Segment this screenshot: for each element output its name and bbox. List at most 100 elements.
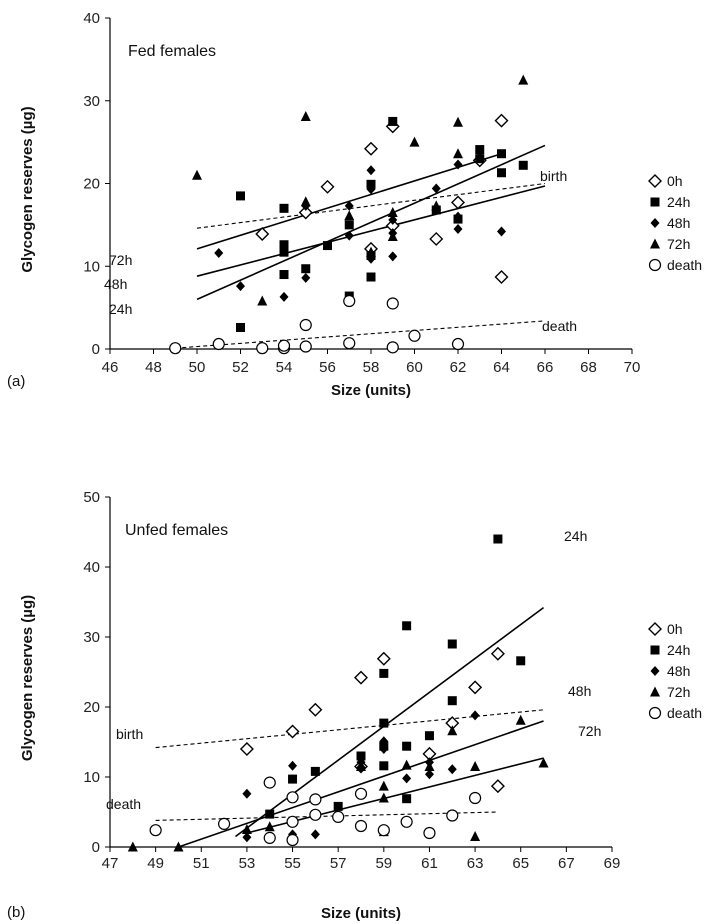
data-point-72h [344, 210, 355, 221]
data-point-48h [366, 165, 376, 176]
y-tick-label: 20 [83, 176, 100, 193]
series-24h [236, 116, 528, 332]
data-point-48h [475, 152, 485, 163]
legend-label-48h: 48h [667, 215, 690, 231]
x-tick-label: 55 [284, 855, 301, 872]
x-tick-label: 54 [276, 359, 293, 376]
y-tick-label: 40 [83, 10, 100, 27]
data-point-48h [379, 736, 389, 747]
data-point-0h [364, 141, 378, 156]
data-point-48h [379, 744, 389, 754]
series-72h [192, 74, 529, 306]
data-point-0h [490, 646, 505, 661]
data-point-death [169, 342, 182, 355]
panel-a: 0 10 20 30 40 46 48 50 52 54 56 58 60 62 64 66 68 70 Size … [7, 10, 702, 399]
panel-label: (b) [7, 904, 25, 921]
data-point-death [343, 294, 356, 308]
data-point-72h [264, 821, 275, 832]
x-tick-label: 67 [558, 855, 575, 872]
legend-marker-death [648, 706, 662, 720]
legend: 0h 24h 48h 72h death [648, 173, 702, 273]
x-tick-label: 70 [624, 359, 641, 376]
data-point-48h [497, 226, 506, 237]
x-tick-label: 46 [102, 359, 119, 376]
legend-marker-24h [650, 645, 660, 655]
data-point-24h [475, 145, 485, 155]
data-point-24h [497, 168, 506, 178]
data-point-72h [257, 295, 268, 306]
legend-label-24h: 24h [667, 642, 690, 658]
legend-marker-48h [650, 218, 660, 228]
data-point-death [286, 791, 299, 804]
legend-marker-death [648, 258, 662, 272]
data-point-24h [288, 774, 298, 784]
data-point-72h [387, 230, 398, 241]
data-point-death [451, 337, 465, 351]
data-point-death [468, 791, 482, 805]
fit-line-birth [155, 709, 544, 749]
data-point-0h [255, 226, 270, 241]
data-point-72h [424, 761, 435, 771]
data-point-death [343, 337, 356, 350]
legend-marker-72h [650, 686, 660, 697]
data-point-death [386, 297, 399, 310]
data-point-48h [402, 773, 412, 784]
data-point-0h [468, 680, 483, 695]
data-point-48h [310, 829, 320, 840]
data-point-24h [356, 751, 366, 761]
x-tick-label: 63 [467, 855, 484, 872]
x-tick-label: 51 [193, 855, 210, 872]
data-point-death [408, 329, 421, 342]
y-tick-label: 40 [83, 559, 100, 576]
data-point-72h [518, 74, 529, 85]
x-tick-label: 65 [512, 855, 529, 872]
data-point-death [263, 831, 276, 845]
data-point-48h [279, 291, 289, 302]
data-point-24h [388, 116, 398, 126]
data-point-0h [285, 724, 300, 739]
data-point-24h [379, 668, 389, 678]
fit-line-label-death: death [542, 318, 577, 334]
x-tick-label: 48 [145, 359, 162, 376]
data-point-72h [409, 136, 420, 147]
data-point-death [354, 819, 368, 833]
x-tick-label: 69 [604, 855, 621, 872]
data-point-24h [379, 761, 389, 771]
fit-line-label-birth: birth [540, 168, 567, 184]
series-0h [255, 113, 509, 284]
y-tick-label: 20 [83, 699, 100, 716]
x-tick-label: 60 [406, 359, 423, 376]
data-point-72h [401, 759, 412, 770]
data-point-48h [424, 769, 434, 780]
data-point-24h [447, 696, 457, 706]
data-point-72h [431, 200, 442, 211]
data-point-24h [279, 240, 289, 250]
series-24h [265, 534, 526, 819]
x-tick-label: 50 [189, 359, 206, 376]
data-point-24h [516, 656, 526, 666]
plot-title: Fed females [128, 43, 216, 60]
data-point-death [299, 318, 312, 332]
data-point-24h [402, 794, 412, 804]
data-point-24h [379, 718, 389, 728]
y-tick-label: 50 [83, 489, 100, 506]
data-point-72h [356, 761, 366, 771]
data-point-death [286, 833, 299, 847]
data-point-48h [453, 224, 463, 235]
fit-line-label-death: death [106, 796, 141, 812]
data-point-0h [494, 113, 509, 128]
fit-line-death [155, 811, 498, 821]
data-point-24h [265, 809, 275, 819]
legend-label-24h: 24h [667, 194, 690, 210]
fit-line-48h [178, 720, 544, 848]
x-tick-label: 62 [450, 359, 467, 376]
data-point-0h [429, 231, 444, 246]
data-point-24h [497, 149, 506, 159]
data-point-24h [333, 801, 343, 811]
data-point-death [332, 810, 345, 824]
data-point-24h [518, 160, 528, 170]
data-point-death [309, 808, 322, 821]
data-point-death [256, 342, 269, 355]
data-point-48h [242, 832, 252, 843]
